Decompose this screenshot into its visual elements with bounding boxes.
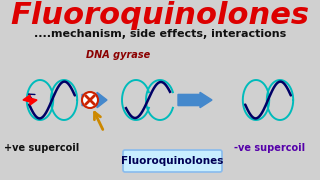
Text: Fluoroquinolones: Fluoroquinolones [121, 156, 224, 166]
Text: DNA gyrase: DNA gyrase [86, 50, 150, 60]
FancyBboxPatch shape [123, 150, 222, 172]
Polygon shape [23, 95, 37, 105]
Text: ....mechanism, side effects, interactions: ....mechanism, side effects, interaction… [34, 29, 286, 39]
Text: -ve supercoil: -ve supercoil [235, 143, 306, 153]
Text: +ve supercoil: +ve supercoil [4, 143, 80, 153]
Circle shape [82, 92, 98, 108]
FancyArrow shape [178, 92, 212, 108]
FancyArrow shape [82, 92, 107, 108]
Text: Fluoroquinolones: Fluoroquinolones [11, 1, 309, 30]
